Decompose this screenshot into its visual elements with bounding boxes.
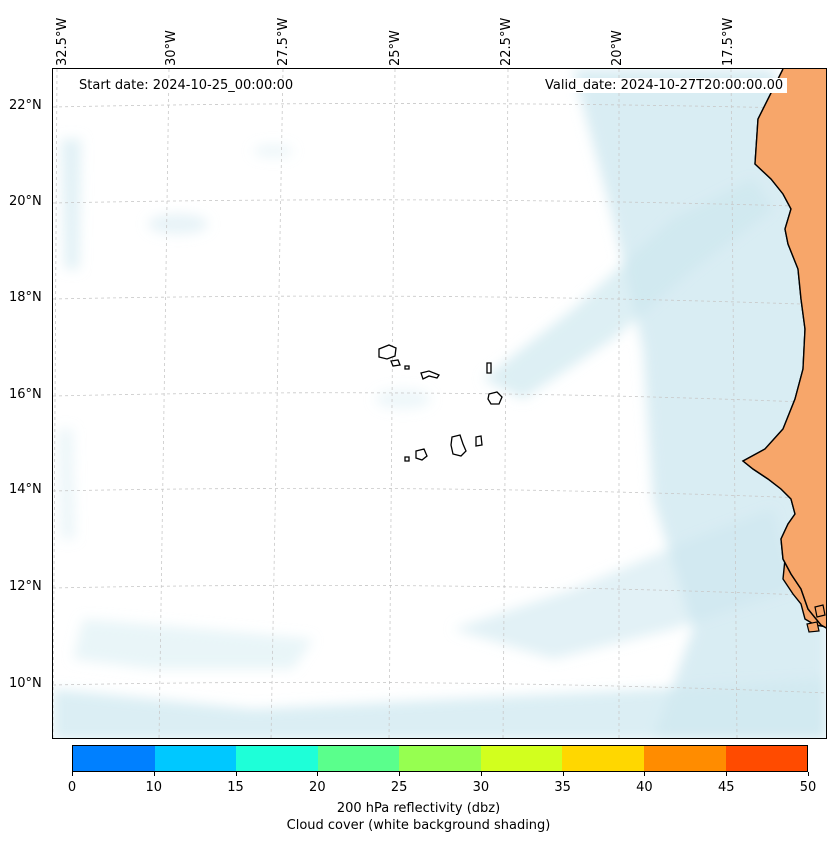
lat-label-22n: 22°N [9,98,42,113]
colorbar-tick-label: 15 [227,780,244,795]
island-santiago [450,434,467,457]
colorbar-tick-label: 30 [472,780,490,795]
island-bijagos-1 [814,604,826,618]
colorbar-segment-0 [73,746,155,771]
lat-label-10n: 10°N [9,676,42,691]
colorbar-tickmark [399,772,401,776]
colorbar-label-subtitle: Cloud cover (white background shading) [286,818,551,833]
lat-label-16n: 16°N [9,387,42,402]
africa-coast [741,69,826,633]
colorbar-tickmark [562,772,564,776]
cabo-verde-islands [378,344,503,462]
colorbar-segment-3 [317,746,400,771]
island-fogo [415,448,428,461]
colorbar-segment-4 [399,746,481,771]
lat-label-14n: 14°N [9,482,42,497]
colorbar-segment-7 [643,746,726,771]
start-date-label: Start date: 2024-10-25_00:00:00 [75,78,298,93]
colorbar-tickmark [480,772,482,776]
colorbar-tick-label: 10 [145,780,163,795]
coastline-overlay [741,69,826,629]
lat-label-12n: 12°N [9,579,42,594]
colorbar-tick-label: 50 [799,780,817,795]
colorbar-segment-2 [236,746,318,771]
island-boa-vista [487,391,503,405]
colorbar-tickmark [317,772,319,776]
cloud-patch-north [148,214,208,234]
valid-date-label: Valid_date: 2024-10-27T20:00:00.00 [541,78,788,93]
colorbar-tickmark [153,772,155,776]
reflectivity-colorbar [72,745,808,772]
cloud-strip-west [61,139,81,269]
lon-label-27-5w: 27.5°W [276,17,291,66]
island-brava [404,456,410,462]
lon-label-22-5w: 22.5°W [499,17,514,66]
lon-label-20w: 20°W [610,30,625,66]
colorbar-tick-label: 35 [554,780,571,795]
island-bijagos-2 [806,621,820,633]
lat-label-20n: 20°N [9,194,42,209]
island-sao-vicente [390,359,401,367]
colorbar-tick-label: 0 [67,780,77,795]
colorbar-label-title: 200 hPa reflectivity (dbz) [336,801,501,816]
colorbar-tickmark [72,772,73,776]
island-santa-luzia [404,365,410,370]
map-canvas [53,69,826,738]
colorbar-segment-8 [725,746,808,771]
lon-label-17-5w: 17.5°W [721,17,736,66]
island-sal [486,362,492,374]
island-sao-nicolau [420,370,440,380]
colorbar-tick-label: 25 [390,780,408,795]
land-fill-coast [743,69,826,628]
map-panel [52,68,827,739]
cloud-strip-west-lower [58,429,75,539]
cloud-band-south [53,679,826,738]
lon-label-25w: 25°W [388,30,403,66]
graticule [53,69,826,738]
colorbar-segment-1 [154,746,237,771]
colorbar-tickmark [644,772,646,776]
cloud-band-southwest [73,619,313,669]
colorbar-tick-label: 20 [309,780,326,795]
cloud-patch-center [253,145,293,157]
colorbar-tickmark [726,772,728,776]
island-maio [475,435,483,447]
island-santo-antao [378,344,397,360]
colorbar-tickmark [235,772,237,776]
cloud-patch-islands [375,389,431,409]
colorbar-tick-label: 45 [717,780,735,795]
colorbar-tick-label: 40 [636,780,653,795]
colorbar-tickmark [808,772,809,776]
colorbar-segment-6 [562,746,644,771]
lat-label-18n: 18°N [9,290,42,305]
lon-label-32-5w: 32.5°W [55,17,70,66]
lon-label-30w: 30°W [164,30,179,66]
cloud-band-diagonal [483,179,773,399]
cloud-band-southeast [453,509,793,659]
colorbar-segment-5 [480,746,563,771]
cloud-cover-layer [53,69,826,738]
